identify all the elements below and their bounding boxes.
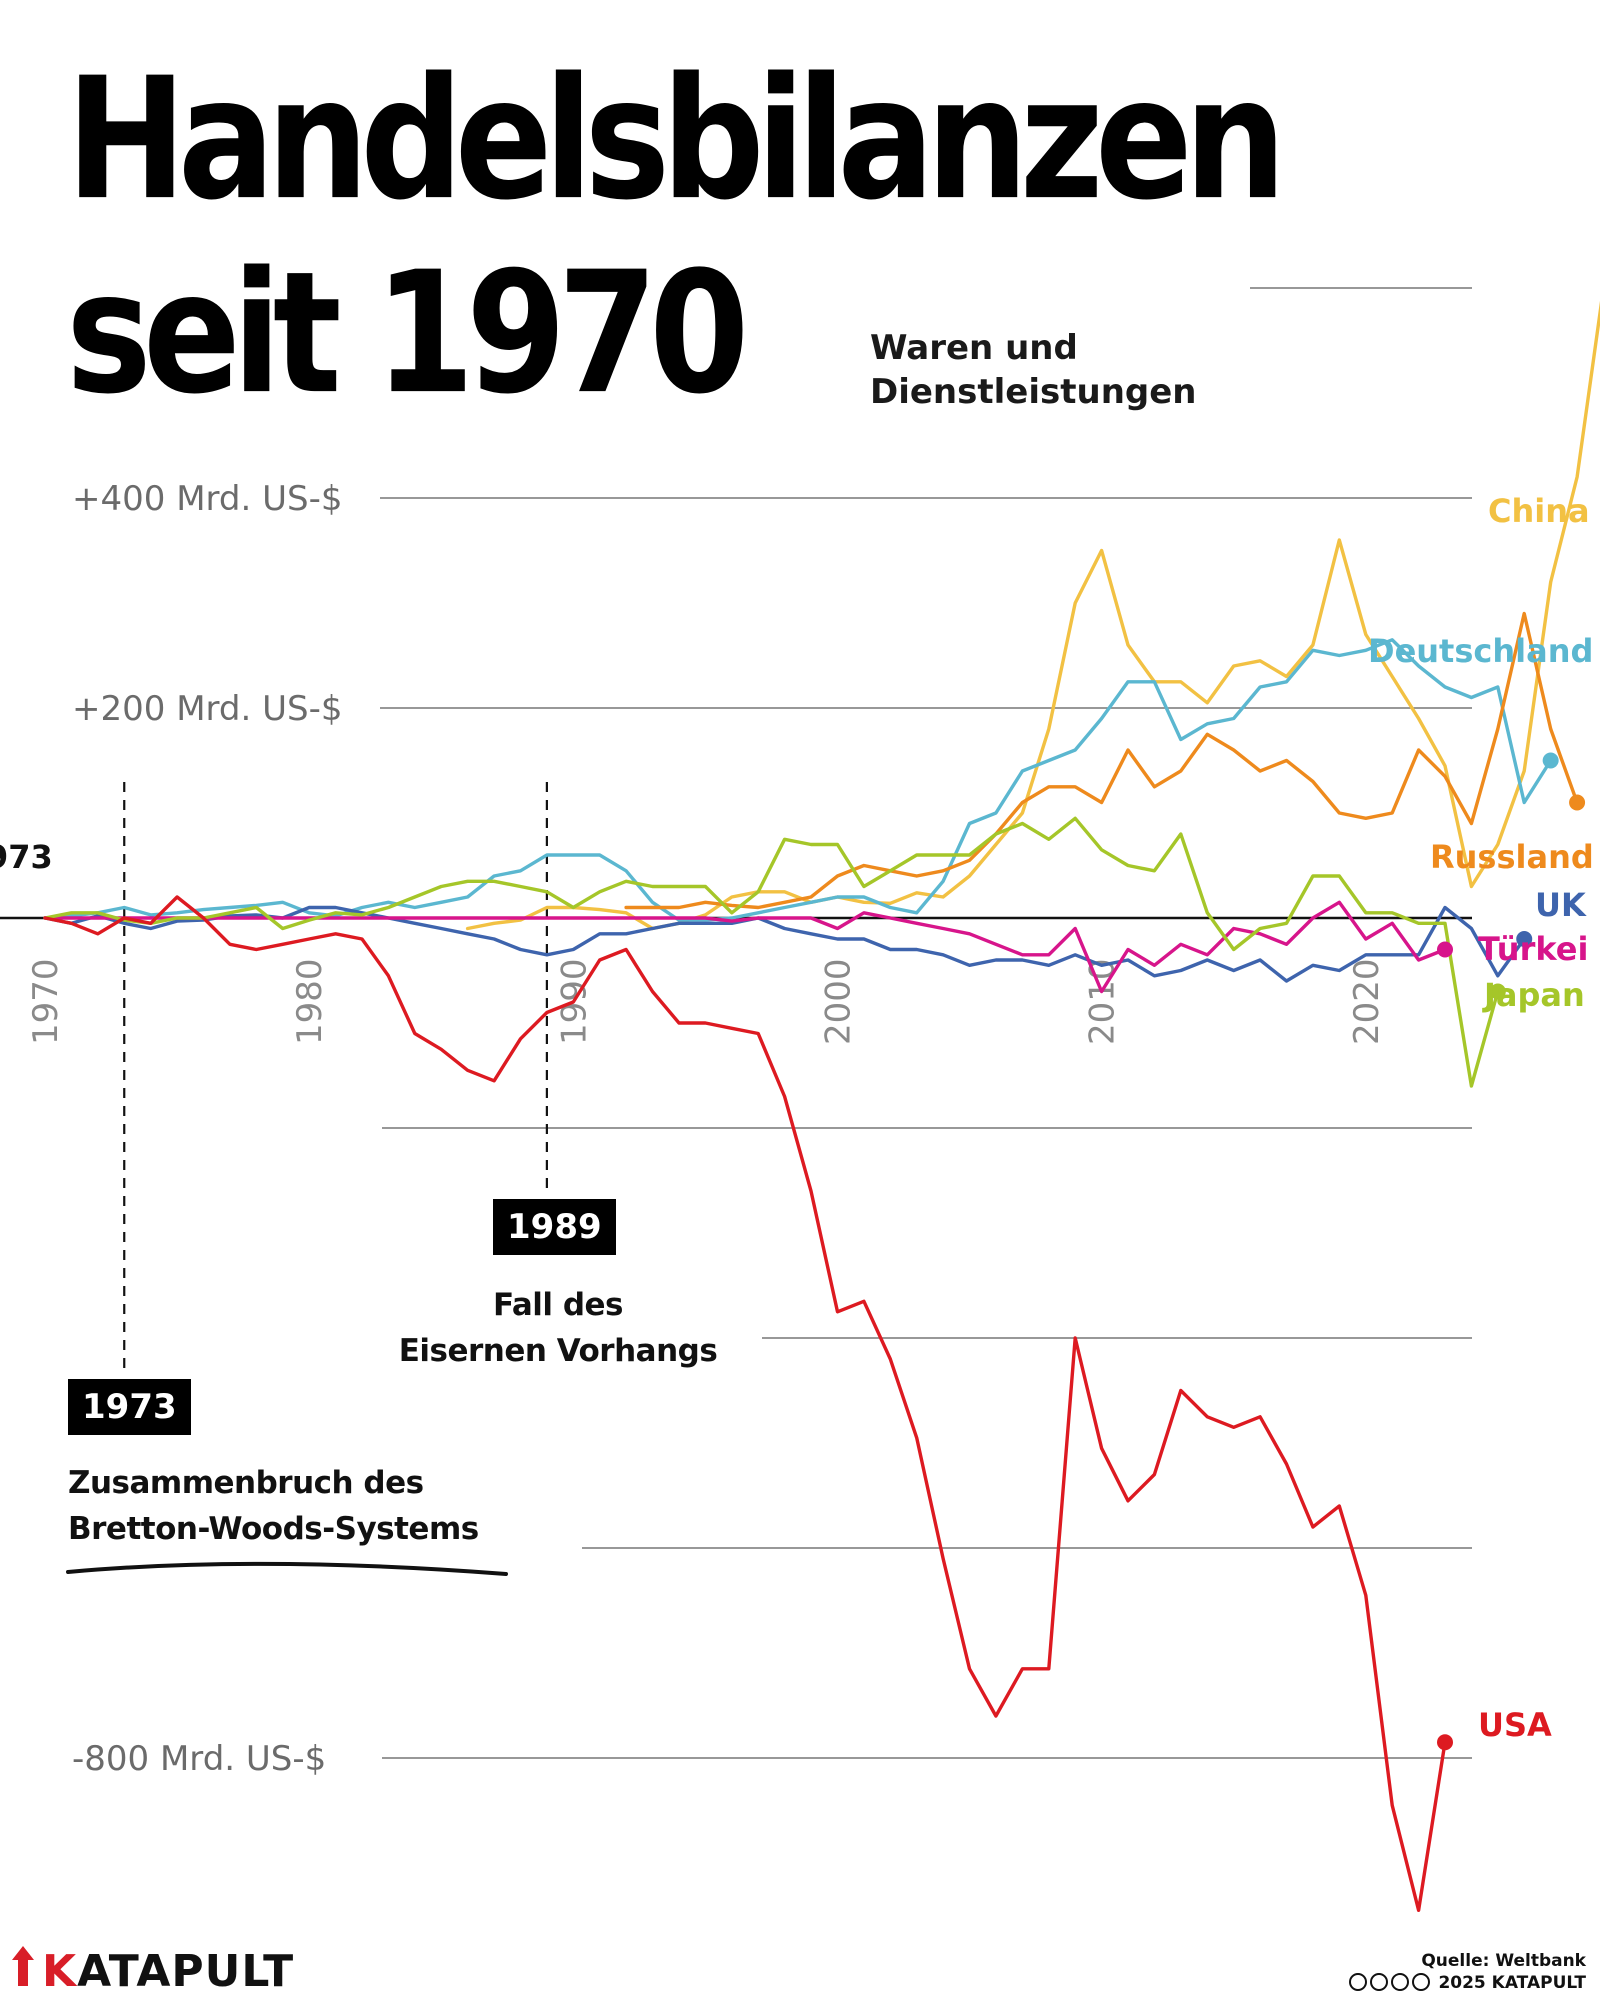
- event-note-1973-line2: Bretton-Woods-Systems: [68, 1511, 479, 1547]
- series-line-usa: [43, 895, 1447, 1913]
- page-title-line2: seit 1970: [66, 236, 749, 432]
- end-marker-deutschland: [1542, 752, 1559, 769]
- event-note-1989: Fall des Eisernen Vorhangs: [378, 1282, 738, 1374]
- katapult-logo: K ATAPULT: [8, 1944, 294, 1999]
- end-marker-türkei: [1437, 941, 1453, 958]
- source-credit: Quelle: Weltbank 2025 KATAPULT: [1348, 1950, 1586, 1994]
- x-axis-tick-label: 1980: [290, 958, 330, 1045]
- series-label-japan: Japan: [1482, 976, 1585, 1014]
- series-line-deutschland: [43, 638, 1553, 922]
- series-label-china: China: [1488, 492, 1590, 530]
- series-line-uk: [43, 905, 1526, 983]
- x-axis-tick-label: 1970: [26, 958, 66, 1045]
- x-axis-tick-label: 2010: [1083, 958, 1123, 1045]
- cropped-year-label: 973: [0, 838, 53, 876]
- underline-brushstroke: [66, 1561, 508, 1576]
- series-labels: China Deutschland Russland UK Türkei Japan USA: [1368, 492, 1594, 1744]
- series-line-türkei: [43, 900, 1447, 994]
- series-line-japan: [43, 816, 1500, 1088]
- end-marker-russland: [1569, 794, 1586, 811]
- event-tag-1989: 1989: [493, 1199, 616, 1255]
- y-axis-label: +200 Mrd. US-$: [72, 689, 342, 729]
- x-axis-tick-label: 2000: [818, 958, 858, 1045]
- copyright-line: 2025 KATAPULT: [1348, 1972, 1586, 1994]
- copyright-text: 2025 KATAPULT: [1438, 1973, 1586, 1993]
- series-label-türkei: Türkei: [1478, 930, 1588, 968]
- gridlines: [380, 287, 1472, 1759]
- event-note-1989-line2: Eisernen Vorhangs: [398, 1333, 718, 1369]
- end-marker-uk: [1516, 931, 1533, 947]
- event-tag-1973: 1973: [68, 1379, 191, 1435]
- y-axis-labels: +400 Mrd. US-$ +200 Mrd. US-$ -800 Mrd. US…: [72, 479, 342, 1779]
- series-label-usa: USA: [1478, 1706, 1552, 1744]
- source-line: Quelle: Weltbank: [1421, 1951, 1586, 1971]
- end-marker-usa: [1437, 1734, 1453, 1751]
- x-axis-tick-labels: 1970 1980 1990 2000 2010 2020: [26, 958, 1387, 1045]
- series-end-markers: [1437, 752, 1586, 1751]
- event-note-1973: Zusammenbruch des Bretton-Woods-Systems: [68, 1460, 479, 1552]
- x-axis-tick-label: 2020: [1347, 958, 1387, 1045]
- cc-license-icons: [1348, 1973, 1439, 1993]
- event-lines: [123, 782, 548, 1368]
- series-label-uk: UK: [1535, 886, 1587, 924]
- chart-subtitle: Waren und Dienstleistungen: [870, 328, 1197, 412]
- series-label-deutschland: Deutschland: [1368, 632, 1593, 670]
- page-title-line1: Handelsbilanzen: [66, 42, 1287, 238]
- end-marker-japan: [1489, 983, 1506, 1000]
- logo-rest: ATAPULT: [77, 1946, 295, 1997]
- y-axis-label: -800 Mrd. US-$: [72, 1739, 326, 1779]
- series-label-russland: Russland: [1430, 838, 1594, 876]
- katapult-icon: [8, 1944, 38, 1999]
- event-note-1989-line1: Fall des: [493, 1287, 624, 1323]
- y-axis-label: +400 Mrd. US-$: [72, 479, 342, 519]
- series-line-russland: [624, 611, 1579, 910]
- event-note-1973-line1: Zusammenbruch des: [68, 1465, 424, 1501]
- logo-k: K: [42, 1946, 78, 1997]
- series-lines: [43, 300, 1600, 1913]
